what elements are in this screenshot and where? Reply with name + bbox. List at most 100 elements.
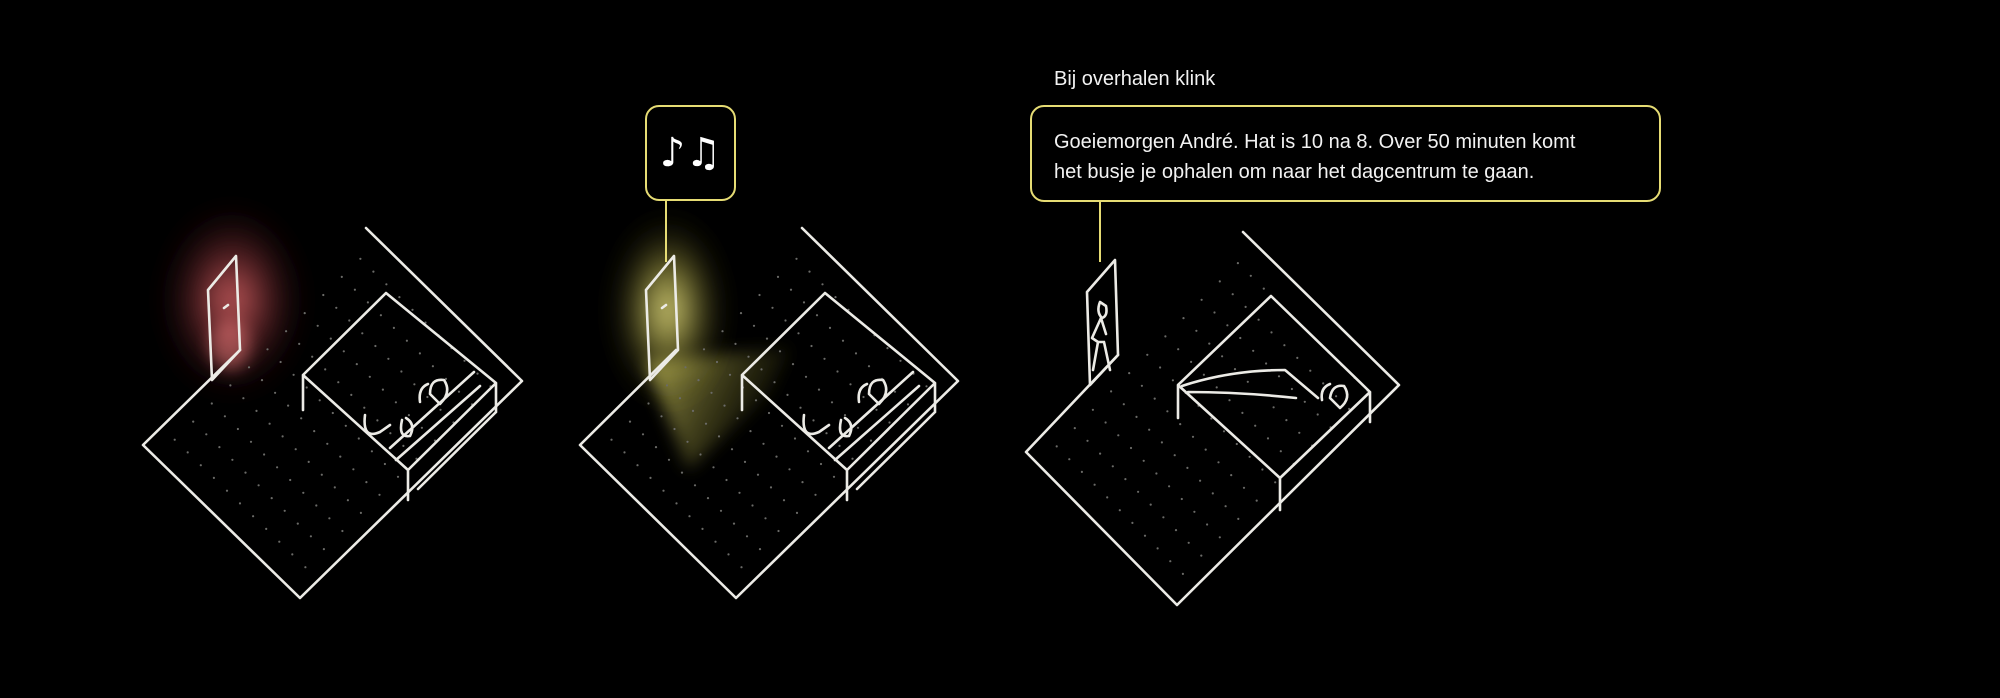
door-3 [1085,258,1120,387]
floor-dot [1322,382,1325,385]
floor-dot [782,499,786,502]
floor-dot [365,481,368,484]
floor-dot [925,385,928,388]
floor-dot [1230,474,1233,477]
floor-dot [270,497,273,500]
floor-dot [302,491,305,494]
floor-dot [316,324,319,327]
floor-dot [1080,470,1083,473]
floor-dot [405,339,408,342]
floor-dot [636,464,639,467]
floor-dot [806,450,810,453]
floor-dot [1246,380,1249,383]
floor-dot [426,395,429,399]
floor-dot [383,462,386,466]
floor-dot [751,504,754,507]
floor-dot [1210,417,1213,420]
floor-dot [675,502,678,505]
floor-dot [719,509,723,512]
floor-dot [242,397,245,400]
floor-dot [712,466,715,469]
floor-dot [1068,458,1071,461]
floor-dot [1146,353,1149,356]
floor-dot [339,455,342,458]
floor-dot [1106,496,1109,499]
floor-dot [342,350,345,353]
floor-dot [758,548,762,551]
floor-dot [333,486,336,489]
floor-dot [828,326,832,329]
floor-dot [315,504,318,507]
floor-dot [764,517,767,520]
floor-dot [331,411,334,415]
floor-dot [378,493,381,496]
floor-dot [1290,387,1293,391]
floor-dot [795,511,799,514]
floor-dot [808,270,811,273]
floor-dot [1124,478,1127,481]
door-light-yellow-glow [613,215,723,405]
floor-dot [686,440,689,443]
floor-dot [862,395,865,399]
floor-dot [372,270,375,273]
floor-dot [346,499,349,502]
floor-dot [225,489,229,492]
floor-dot [825,432,828,435]
floor-dot [457,390,461,393]
floor-dot [1202,373,1205,376]
floor-dot [789,288,793,291]
floor-dot [699,453,702,456]
floor-dot [324,368,327,371]
speech-line-2: het busje je ophalen om naar het dagcent… [1054,161,1535,183]
floor-dot [1180,497,1183,501]
floor-dot [888,421,891,424]
floor-dot [276,466,279,469]
floor-dot [1224,505,1227,508]
floor-dot [374,344,377,348]
floor-dot [1266,437,1270,440]
floor-dot [1181,572,1184,576]
door-handle-1 [222,303,230,310]
floor-dot [344,424,347,427]
floor-dot [1191,435,1195,438]
floor-dot [192,420,195,423]
floor-dot [255,409,258,412]
speech-line-1: Goeiemorgen André. Hat is 10 na 8. Over … [1054,131,1576,153]
floor-dot [1218,536,1221,539]
floor-dot [1211,492,1214,495]
floor-dot [340,275,343,278]
floor-dot [1221,355,1224,358]
floor-dot [714,540,717,543]
floor-dot [304,566,307,569]
floor-dot [247,366,251,369]
floor-dot [830,401,834,404]
floor-dot [376,419,379,422]
floor-dot [773,381,776,384]
floor-dot [279,360,282,364]
floor-dot [836,370,839,373]
floor-dot [392,326,395,329]
floor-dot [678,397,682,400]
floor-dot [767,411,771,415]
floor-dot [389,432,392,435]
floor-dot [815,314,819,317]
floor-dot [281,435,284,438]
floor-dot [697,379,700,382]
floor-dot [701,527,704,531]
floor-dot [385,283,388,286]
floor-dot [704,422,708,425]
floor-dot [817,388,821,391]
floor-dot [1135,415,1138,418]
floor-dot [1186,466,1189,469]
floor-dot [411,308,414,311]
floor-dot [1285,419,1288,422]
floor-dot [1272,406,1275,409]
floor-dot [1073,427,1076,430]
floor-dot [849,383,852,386]
floor-dot [771,306,774,309]
floor-dot [1228,399,1231,402]
floor-dot [366,301,369,304]
floor-dot [1239,336,1242,340]
floor-dot [1283,344,1286,347]
